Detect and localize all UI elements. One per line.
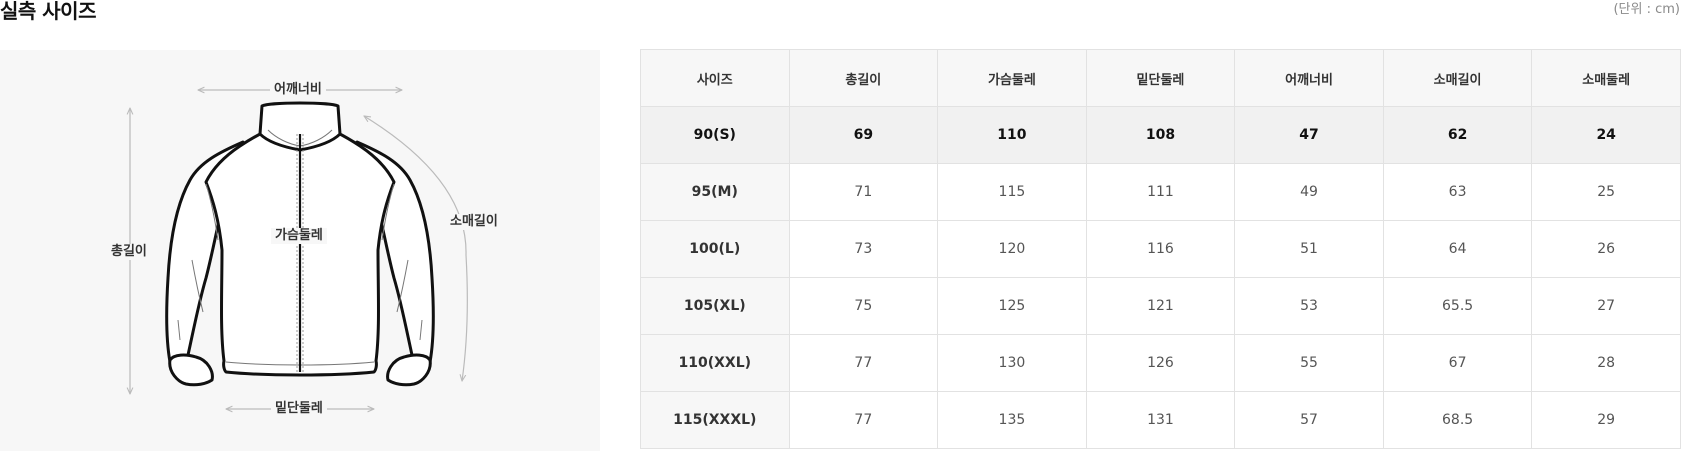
table-cell: 26 — [1531, 220, 1681, 278]
table-cell: 69 — [788, 106, 939, 164]
table-cell: 67 — [1382, 334, 1533, 392]
table-row: 90(S) 69 110 108 47 62 24 — [640, 106, 1681, 164]
col-header-sleeve-length: 소매길이 — [1382, 49, 1533, 107]
table-cell: 77 — [788, 334, 939, 392]
jacket-measurement-figure: 어깨너비 총길이 가슴둘레 소매길이 밑단둘레 — [0, 50, 600, 451]
table-cell: 64 — [1382, 220, 1533, 278]
table-cell: 120 — [937, 220, 1087, 278]
col-header-total-length: 총길이 — [788, 49, 939, 107]
table-cell: 111 — [1085, 163, 1236, 221]
size-chart-table: 사이즈 총길이 가슴둘레 밑단둘레 어깨너비 소매길이 소매둘레 90(S) 6… — [640, 49, 1681, 449]
table-cell: 62 — [1382, 106, 1533, 164]
table-cell: 51 — [1234, 220, 1384, 278]
table-row: 115(XXXL) 77 135 131 57 68.5 29 — [640, 391, 1681, 449]
table-cell: 25 — [1531, 163, 1681, 221]
table-cell: 49 — [1234, 163, 1384, 221]
table-cell: 115 — [937, 163, 1087, 221]
table-cell: 53 — [1234, 277, 1384, 335]
table-row: 105(XL) 75 125 121 53 65.5 27 — [640, 277, 1681, 335]
table-cell: 71 — [788, 163, 939, 221]
col-header-hem: 밑단둘레 — [1085, 49, 1236, 107]
table-cell: 27 — [1531, 277, 1681, 335]
col-header-size: 사이즈 — [640, 49, 790, 107]
table-cell: 110 — [937, 106, 1087, 164]
table-cell: 63 — [1382, 163, 1533, 221]
label-shoulder: 어깨너비 — [270, 82, 326, 98]
table-cell: 57 — [1234, 391, 1384, 449]
col-header-chest: 가슴둘레 — [937, 49, 1087, 107]
size-cell: 105(XL) — [640, 277, 790, 335]
size-cell: 110(XXL) — [640, 334, 790, 392]
table-row: 100(L) 73 120 116 51 64 26 — [640, 220, 1681, 278]
size-cell: 115(XXXL) — [640, 391, 790, 449]
table-cell: 130 — [937, 334, 1087, 392]
table-cell: 125 — [937, 277, 1087, 335]
unit-label: (단위 : cm) — [1613, 2, 1680, 17]
jacket-illustration — [0, 50, 468, 451]
size-cell: 95(M) — [640, 163, 790, 221]
table-cell: 73 — [788, 220, 939, 278]
table-cell: 116 — [1085, 220, 1236, 278]
table-header-row: 사이즈 총길이 가슴둘레 밑단둘레 어깨너비 소매길이 소매둘레 — [640, 49, 1681, 107]
table-cell: 75 — [788, 277, 939, 335]
label-total-length: 총길이 — [107, 244, 151, 260]
size-cell: 100(L) — [640, 220, 790, 278]
table-cell: 135 — [937, 391, 1087, 449]
table-cell: 55 — [1234, 334, 1384, 392]
label-hem: 밑단둘레 — [271, 401, 327, 417]
table-cell: 131 — [1085, 391, 1236, 449]
label-chest: 가슴둘레 — [271, 228, 327, 244]
table-row: 110(XXL) 77 130 126 55 67 28 — [640, 334, 1681, 392]
table-cell: 126 — [1085, 334, 1236, 392]
table-cell: 24 — [1531, 106, 1681, 164]
page-title: 실측 사이즈 — [0, 0, 96, 23]
table-cell: 108 — [1085, 106, 1236, 164]
size-cell: 90(S) — [640, 106, 790, 164]
sleeve-arrow — [364, 116, 468, 381]
table-cell: 68.5 — [1382, 391, 1533, 449]
table-cell: 28 — [1531, 334, 1681, 392]
table-cell: 47 — [1234, 106, 1384, 164]
label-sleeve: 소매길이 — [446, 214, 502, 230]
col-header-sleeve-circumference: 소매둘레 — [1531, 49, 1681, 107]
table-row: 95(M) 71 115 111 49 63 25 — [640, 163, 1681, 221]
table-cell: 77 — [788, 391, 939, 449]
table-cell: 121 — [1085, 277, 1236, 335]
col-header-shoulder: 어깨너비 — [1234, 49, 1384, 107]
table-cell: 29 — [1531, 391, 1681, 449]
table-cell: 65.5 — [1382, 277, 1533, 335]
